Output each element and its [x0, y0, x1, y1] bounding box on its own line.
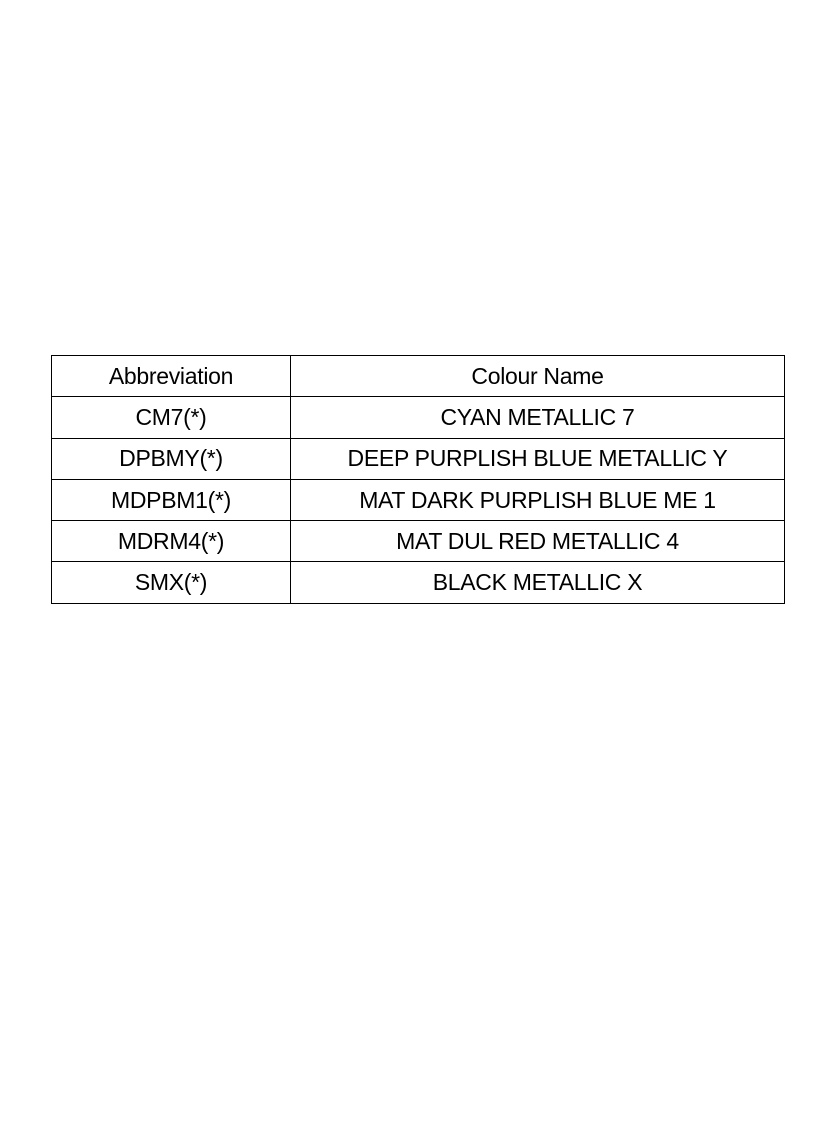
colour-name-cell: DEEP PURPLISH BLUE METALLIC Y — [290, 437, 785, 480]
colour-name-cell: CYAN METALLIC 7 — [290, 396, 785, 439]
colour-table: Abbreviation Colour Name CM7(*) CYAN MET… — [51, 354, 785, 604]
header-abbreviation: Abbreviation — [51, 354, 291, 398]
abbreviation-cell: SMX(*) — [51, 561, 291, 604]
colour-name-cell: MAT DARK PURPLISH BLUE ME 1 — [290, 478, 785, 522]
colour-name-cell: MAT DUL RED METALLIC 4 — [290, 520, 785, 563]
table-header-row: Abbreviation Colour Name — [51, 354, 785, 398]
table-row: CM7(*) CYAN METALLIC 7 — [51, 396, 785, 439]
table-row: DPBMY(*) DEEP PURPLISH BLUE METALLIC Y — [51, 437, 785, 480]
table-row: MDRM4(*) MAT DUL RED METALLIC 4 — [51, 520, 785, 563]
table-row: SMX(*) BLACK METALLIC X — [51, 561, 785, 604]
abbreviation-cell: MDPBM1(*) — [51, 478, 291, 522]
colour-name-cell: BLACK METALLIC X — [290, 561, 785, 604]
abbreviation-cell: MDRM4(*) — [51, 520, 291, 563]
abbreviation-cell: DPBMY(*) — [51, 437, 291, 480]
table-row: MDPBM1(*) MAT DARK PURPLISH BLUE ME 1 — [51, 478, 785, 522]
abbreviation-cell: CM7(*) — [51, 396, 291, 439]
header-colour-name: Colour Name — [290, 354, 785, 398]
